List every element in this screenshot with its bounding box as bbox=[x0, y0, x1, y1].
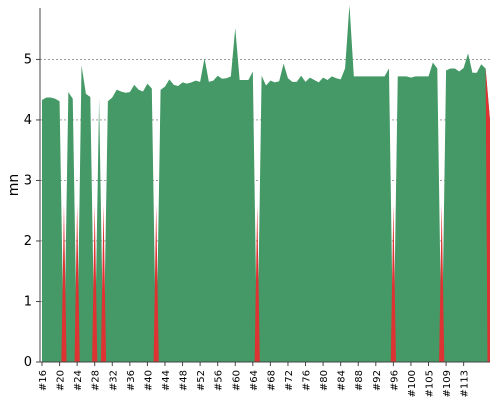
y-tick-label: 2 bbox=[24, 234, 32, 249]
area-layer bbox=[42, 4, 490, 362]
x-tick-label: #76 bbox=[302, 370, 313, 391]
x-tick-label: #84 bbox=[337, 370, 348, 391]
x-tick-label: #72 bbox=[284, 370, 295, 391]
x-tick-label: #28 bbox=[91, 370, 102, 391]
x-tick-labels: #16 #20 #24 #28 #32 #36 #40 #44 #48 #52 #56 #60 #64 #… bbox=[38, 362, 471, 397]
x-tick-label: #24 bbox=[73, 370, 84, 391]
zero-dip-marker bbox=[74, 204, 80, 362]
x-tick-label: #88 bbox=[354, 370, 365, 391]
series-area bbox=[42, 4, 490, 362]
zero-dip-marker bbox=[254, 204, 260, 362]
zero-dip-marker bbox=[390, 204, 396, 362]
x-tick-label: #80 bbox=[319, 370, 330, 391]
x-tick-label: #96 bbox=[389, 370, 400, 391]
x-tick-label: #16 bbox=[38, 370, 49, 391]
x-tick-label: #64 bbox=[249, 370, 260, 391]
zero-dip-marker bbox=[439, 204, 445, 362]
x-tick-label: #40 bbox=[143, 370, 154, 391]
zero-dip-marker bbox=[100, 204, 107, 362]
x-tick-label: #105 bbox=[425, 370, 436, 397]
x-tick-label: #68 bbox=[266, 370, 277, 391]
x-tick-label: #36 bbox=[126, 370, 137, 391]
x-tick-label: #20 bbox=[56, 370, 67, 391]
x-tick-label: #44 bbox=[161, 370, 172, 391]
zero-dip-marker bbox=[92, 204, 98, 362]
y-tick-labels: 0 1 2 3 4 5 bbox=[24, 52, 40, 370]
x-tick-label: #100 bbox=[407, 370, 418, 397]
x-tick-label: #60 bbox=[231, 370, 242, 391]
end-drop-marker bbox=[485, 68, 490, 362]
zero-dip-marker bbox=[61, 204, 67, 362]
x-tick-label: #92 bbox=[372, 370, 383, 391]
x-tick-label: #32 bbox=[108, 370, 119, 391]
zero-dip-marker bbox=[153, 204, 159, 362]
x-tick-label: #113 bbox=[460, 370, 471, 397]
x-tick-label: #48 bbox=[179, 370, 190, 391]
y-tick-label: 3 bbox=[24, 173, 32, 188]
y-tick-label: 5 bbox=[24, 52, 32, 67]
axis-layer bbox=[39, 8, 490, 363]
y-tick-label: 0 bbox=[24, 355, 32, 370]
x-tick-label: #56 bbox=[214, 370, 225, 391]
x-tick-label: #109 bbox=[442, 370, 453, 397]
y-axis-title: mn bbox=[6, 174, 22, 197]
y-tick-label: 1 bbox=[24, 294, 32, 309]
x-tick-label: #52 bbox=[196, 370, 207, 391]
y-tick-label: 4 bbox=[24, 113, 32, 128]
